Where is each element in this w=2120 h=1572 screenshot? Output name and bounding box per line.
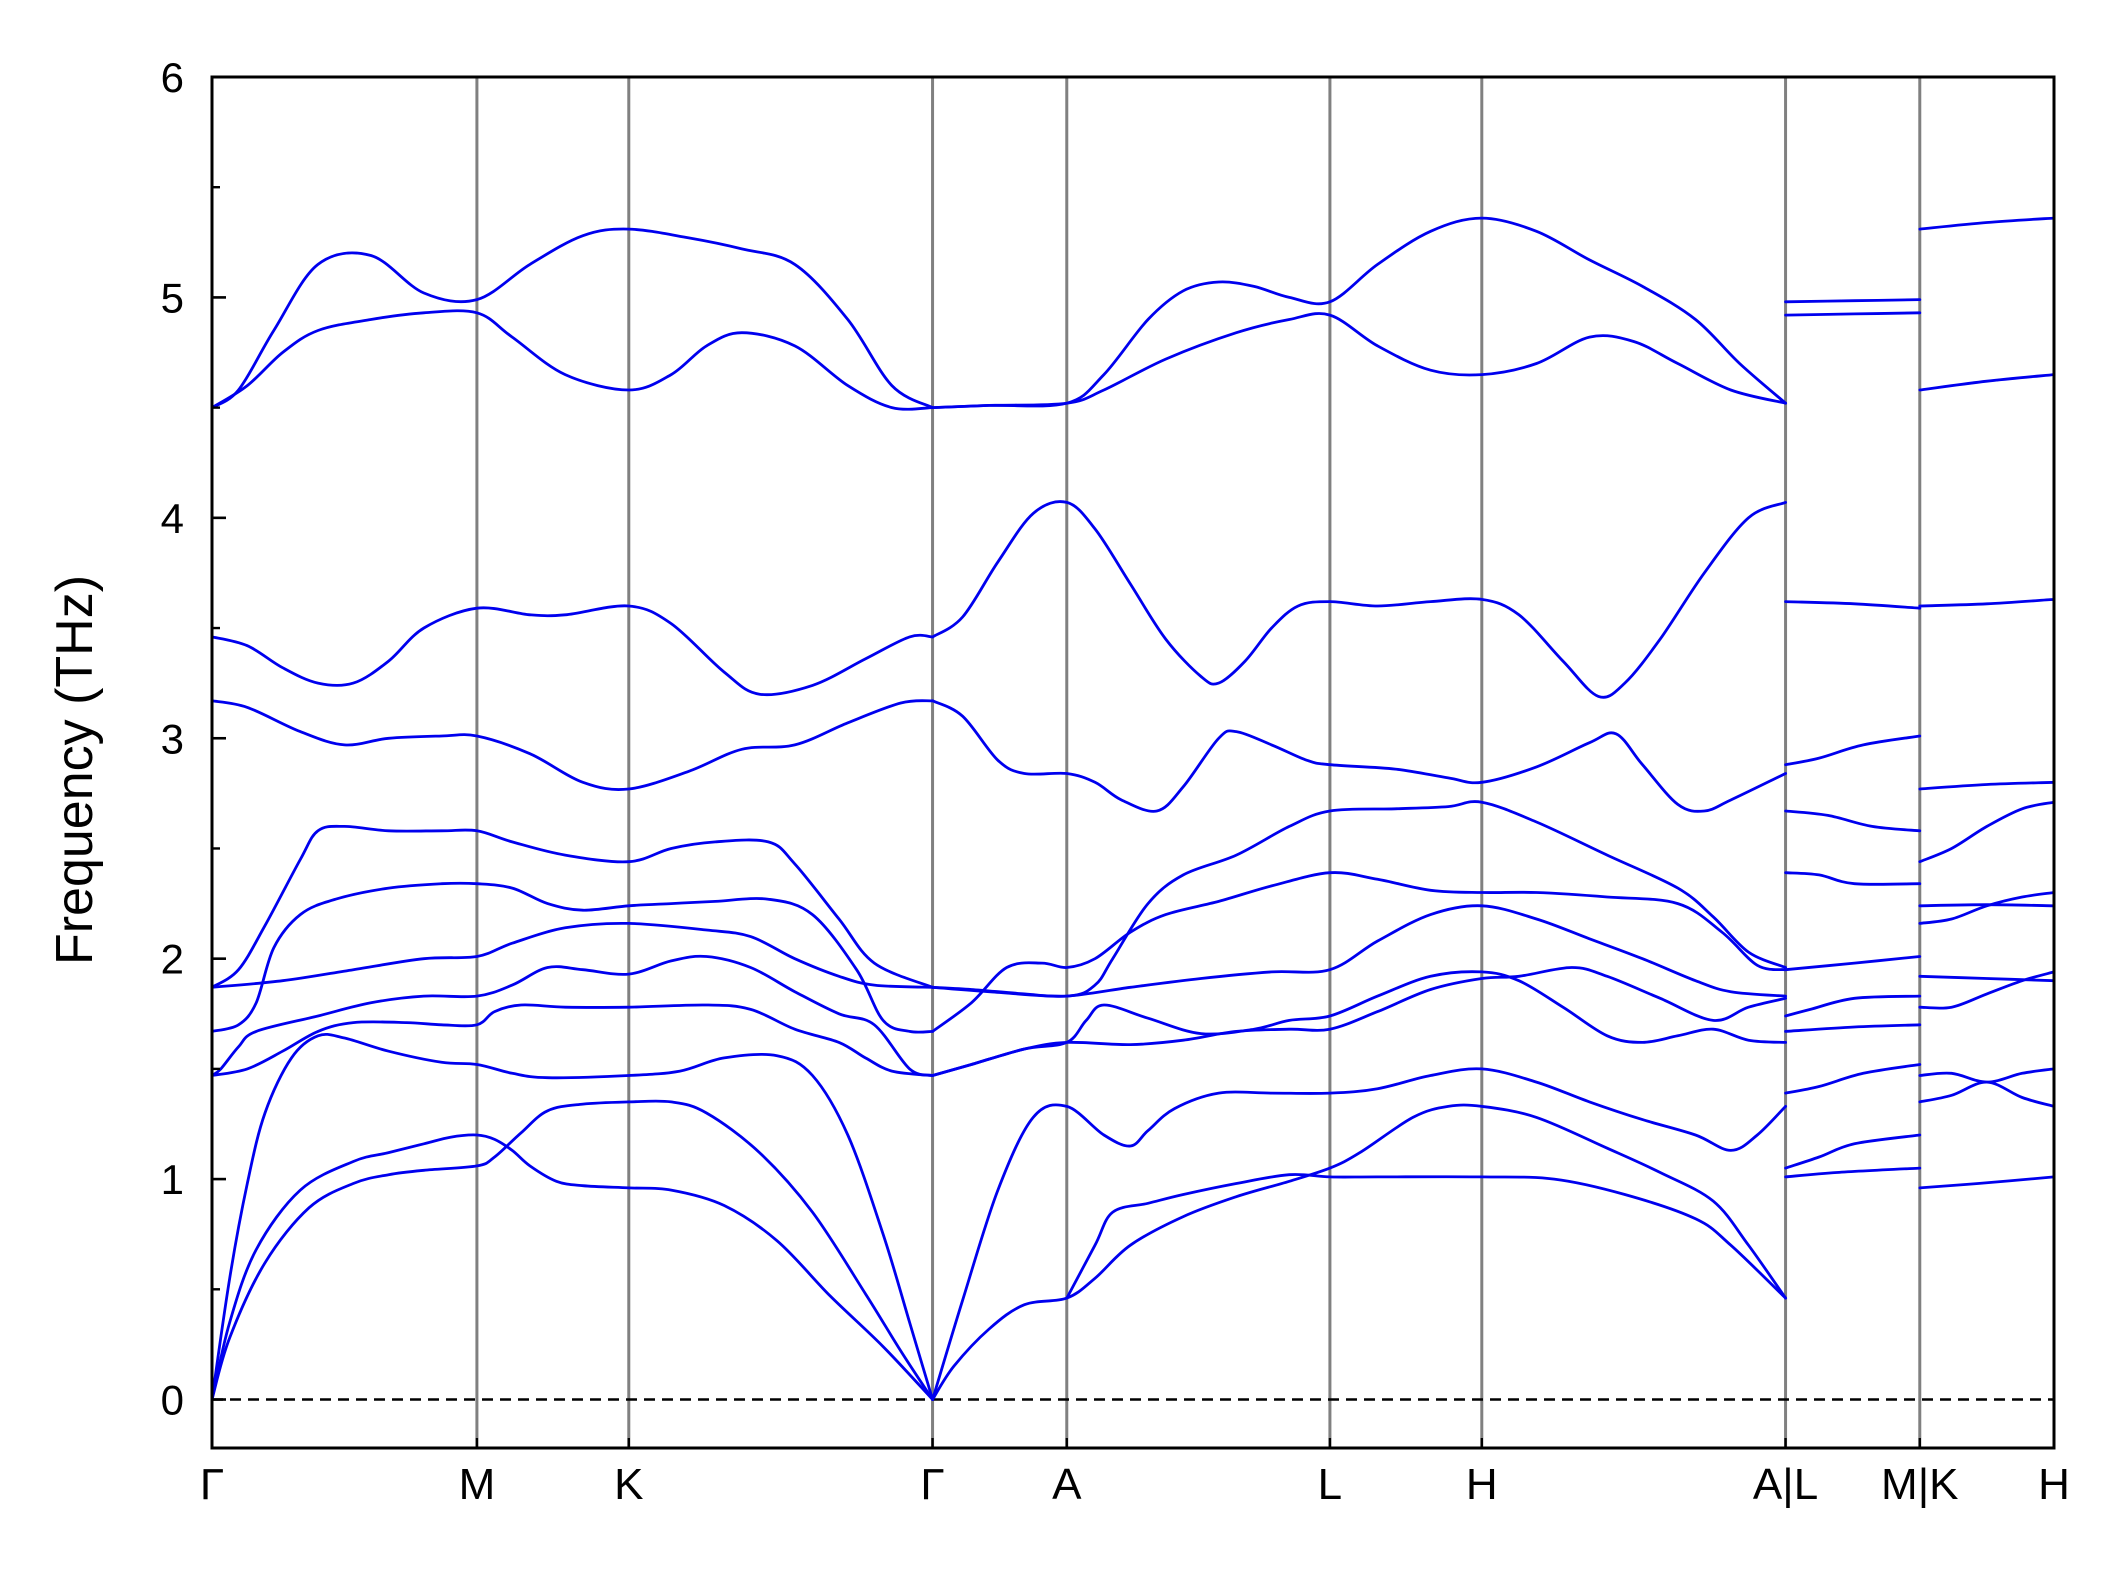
phonon-branch-18 — [931, 904, 1787, 998]
phonon-branch-17 — [931, 970, 1787, 1077]
phonon-branch-33 — [1784, 734, 1922, 767]
phonon-branch-32 — [1784, 809, 1922, 833]
plot-frame — [210, 75, 2056, 1450]
y-tick-label: 3 — [161, 715, 184, 762]
x-tick-label: Γ — [920, 1460, 944, 1509]
y-tick-label: 1 — [161, 1156, 184, 1203]
phonon-branch-37 — [1918, 1175, 2056, 1190]
phonon-branch-10 — [210, 604, 934, 697]
x-tick-label: M|K — [1881, 1460, 1958, 1509]
x-tick-label: H — [2038, 1460, 2070, 1509]
x-tick-label: M — [459, 1460, 496, 1509]
y-tick-label: 6 — [161, 54, 184, 101]
phonon-branch-19 — [931, 871, 1787, 1033]
phonon-branch-28 — [1784, 1023, 1922, 1033]
phonon-branch-29 — [1784, 994, 1922, 1018]
phonon-branch-38 — [1918, 1080, 2056, 1108]
y-tick-label: 0 — [161, 1377, 184, 1424]
y-axis-ticks: 0 1 2 3 4 5 6 — [161, 54, 226, 1424]
phonon-branch-30 — [1784, 955, 1922, 972]
phonon-branch-2 — [210, 1099, 934, 1401]
phonon-branch-43 — [1918, 903, 2056, 908]
x-tick-label: A|L — [1753, 1460, 1818, 1509]
phonon-branch-44 — [1918, 800, 2056, 864]
x-tick-label: L — [1318, 1460, 1342, 1509]
phonon-branch-36 — [1784, 298, 1922, 304]
phonon-branch-21 — [931, 699, 1787, 813]
high-symmetry-dividers — [475, 77, 1922, 1448]
phonon-branches — [210, 216, 2056, 1401]
x-tick-label: Γ — [200, 1460, 224, 1509]
phonon-branch-14 — [931, 1067, 1787, 1401]
phonon-branch-24 — [931, 216, 1787, 409]
phonon-branch-5 — [210, 954, 934, 1077]
phonon-branch-25 — [1784, 1166, 1922, 1179]
phonon-branch-7 — [210, 921, 934, 989]
y-tick-label: 5 — [161, 274, 184, 321]
phonon-branch-20 — [931, 800, 1787, 998]
phonon-branch-42 — [1918, 891, 2056, 925]
y-tick-label: 4 — [161, 495, 184, 542]
x-tick-label: K — [614, 1460, 643, 1509]
x-axis-ticks: Γ M K Γ A L H A|L M|K H — [200, 1438, 2070, 1509]
phonon-branch-1 — [210, 1133, 934, 1401]
phonon-branch-39 — [1918, 1067, 2056, 1084]
phonon-branch-40 — [1918, 970, 2056, 1010]
phonon-branch-27 — [1784, 1063, 1922, 1095]
phonon-branch-46 — [1918, 598, 2056, 608]
phonon-branch-41 — [1918, 974, 2056, 983]
phonon-branch-22 — [931, 500, 1787, 699]
phonon-branch-16 — [931, 966, 1787, 1077]
phonon-branch-3 — [210, 1032, 934, 1401]
phonon-branch-26 — [1784, 1133, 1922, 1170]
phonon-branch-15 — [1065, 1173, 1787, 1300]
y-tick-label: 2 — [161, 936, 184, 983]
phonon-branch-23 — [931, 312, 1787, 409]
phonon-branch-35 — [1784, 311, 1922, 317]
phonon-branch-6 — [210, 881, 934, 1034]
phonon-branch-8 — [210, 824, 934, 989]
phonon-branch-11 — [210, 309, 934, 411]
phonon-branch-34 — [1784, 600, 1922, 610]
phonon-branch-9 — [210, 699, 934, 791]
phonon-branch-31 — [1784, 871, 1922, 886]
x-tick-label: H — [1466, 1460, 1498, 1509]
x-tick-label: A — [1052, 1460, 1082, 1509]
y-axis-label: Frequency (THz) — [46, 575, 104, 965]
phonon-branch-45 — [1918, 780, 2056, 791]
phonon-branch-13 — [931, 1103, 1787, 1401]
phonon-branch-47 — [1918, 373, 2056, 392]
phonon-branch-12 — [210, 227, 934, 409]
phonon-branch-4 — [210, 1003, 934, 1077]
phonon-branch-48 — [1918, 216, 2056, 231]
